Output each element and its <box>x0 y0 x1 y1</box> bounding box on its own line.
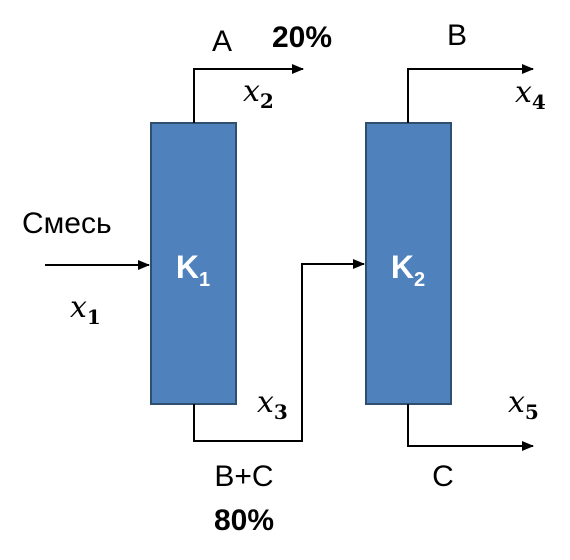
top1-percent: 20% <box>272 21 332 54</box>
column-k2-label: K2 <box>391 249 425 291</box>
variable-x3: x3 <box>257 385 288 424</box>
variable-x2: x2 <box>243 74 274 113</box>
column-k1-label: K1 <box>176 249 210 291</box>
variable-x5: x5 <box>508 385 539 424</box>
top1-arrow <box>193 64 304 123</box>
bottom1-to-k2-arrow <box>193 259 365 442</box>
top2-label: B <box>447 19 467 52</box>
column-k1 <box>150 122 237 405</box>
bottom1-label: B+C <box>214 460 273 493</box>
top1-label: A <box>212 25 232 58</box>
variable-x1: x1 <box>70 290 101 329</box>
bottom2-arrow <box>407 404 534 451</box>
variable-x4: x4 <box>515 75 546 114</box>
top2-arrow <box>407 64 534 123</box>
column-k2 <box>365 122 452 405</box>
bottom2-label: C <box>432 460 454 493</box>
bottom1-percent: 80% <box>214 504 274 537</box>
feed-label: Смесь <box>22 207 112 240</box>
